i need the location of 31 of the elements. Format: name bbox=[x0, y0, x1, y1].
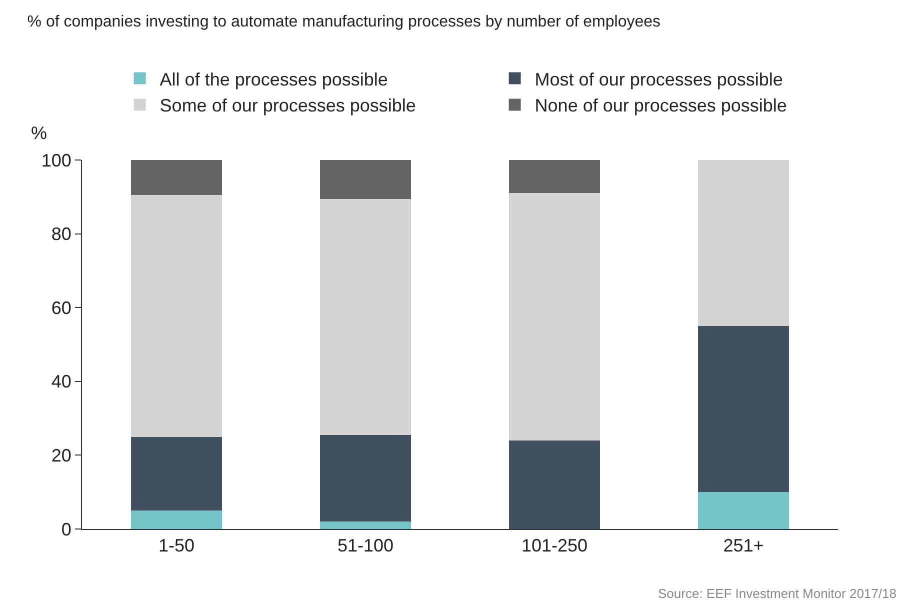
bar bbox=[320, 434, 411, 522]
bar bbox=[320, 160, 411, 199]
y-tick-label: 80 bbox=[51, 224, 72, 244]
y-tick-label: 20 bbox=[51, 446, 72, 466]
bar bbox=[509, 440, 600, 529]
y-tick-label: 100 bbox=[41, 150, 72, 170]
chart-title: % of companies investing to automate manufacturing processes by number of employees bbox=[27, 13, 661, 30]
bar bbox=[509, 160, 600, 194]
y-tick-label: 0 bbox=[61, 519, 72, 540]
bar bbox=[131, 160, 222, 196]
legend-label: None of our processes possible bbox=[534, 96, 787, 116]
y-tick-label: 60 bbox=[51, 298, 72, 318]
bar bbox=[131, 195, 222, 437]
x-tick-label: 1-50 bbox=[158, 536, 195, 556]
bar bbox=[131, 510, 222, 529]
legend-label: Some of our processes possible bbox=[160, 96, 416, 116]
source-note: Source: EEF Investment Monitor 2017/18 bbox=[658, 586, 896, 601]
bar bbox=[320, 522, 411, 529]
bar bbox=[131, 436, 222, 511]
legend-label: Most of our processes possible bbox=[534, 69, 783, 90]
x-tick-label: 101-250 bbox=[521, 536, 588, 556]
x-tick-label: 51-100 bbox=[337, 536, 394, 556]
bar bbox=[698, 326, 789, 492]
bar bbox=[320, 198, 411, 435]
bar bbox=[698, 492, 789, 529]
x-tick-label: 251+ bbox=[723, 536, 764, 556]
legend-label: All of the processes possible bbox=[160, 69, 388, 90]
y-axis-title: % bbox=[31, 123, 48, 143]
bar bbox=[698, 160, 789, 326]
bar bbox=[509, 193, 600, 440]
y-tick-label: 40 bbox=[51, 372, 72, 392]
